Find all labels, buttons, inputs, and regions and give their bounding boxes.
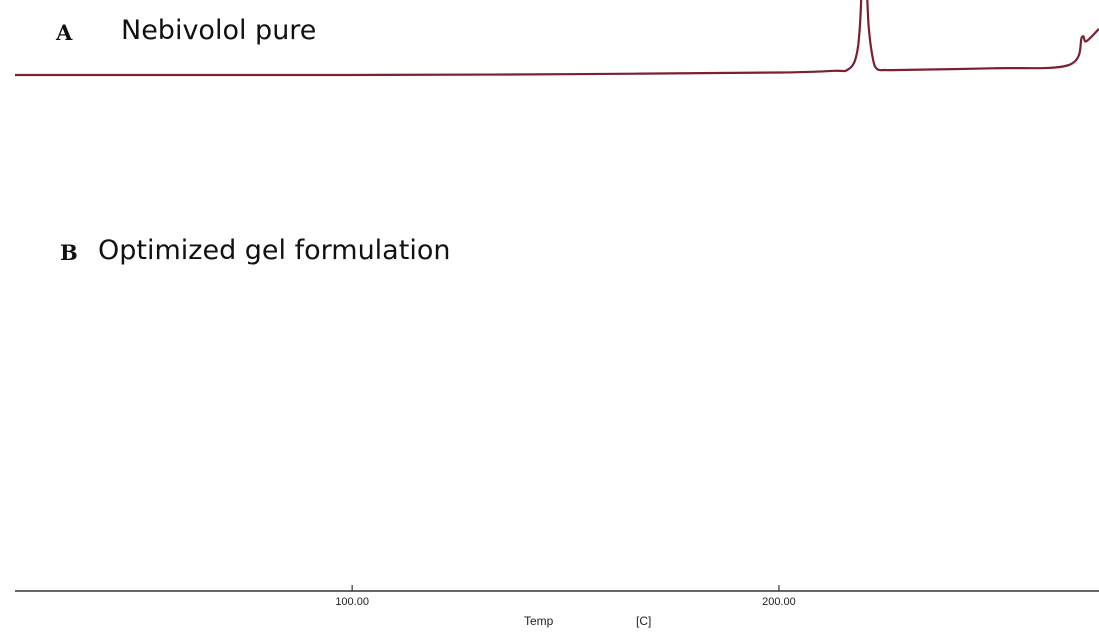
series-line-1	[14, 0, 1099, 77]
x-tick-label: 100.00	[335, 596, 369, 608]
panel-a-letter: A	[55, 20, 73, 45]
panel-b-letter: B	[60, 240, 78, 265]
panel-b-title: Optimized gel formulation	[98, 235, 450, 266]
series-layer	[14, 0, 1099, 77]
x-tick-label: 200.00	[762, 596, 796, 608]
x-ticks: 100.00 200.00	[335, 585, 796, 608]
panel-b-heading: B Optimized gel formulation	[60, 235, 450, 266]
x-axis-label: Temp	[524, 614, 554, 628]
panel-a-title: Nebivolol pure	[121, 15, 316, 46]
x-axis: 100.00 200.00 Temp [C]	[15, 585, 1099, 628]
panel-a-heading: A Nebivolol pure	[55, 15, 316, 46]
x-axis-unit: [C]	[636, 614, 651, 628]
